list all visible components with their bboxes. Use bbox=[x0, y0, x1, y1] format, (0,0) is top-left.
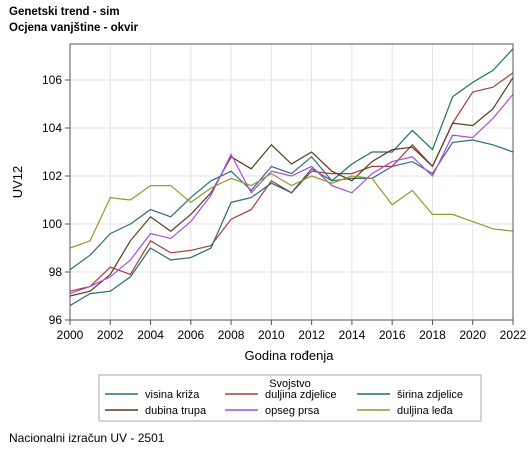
y-axis: 96 98 100 102 104 106 bbox=[42, 73, 70, 327]
x-tick-label: 2018 bbox=[419, 328, 446, 342]
legend-entry: opseg prsa bbox=[265, 405, 320, 417]
x-tick-label: 2002 bbox=[97, 328, 124, 342]
chart-title: Genetski trend - sim bbox=[9, 6, 120, 18]
series-line-4 bbox=[69, 77, 514, 297]
series-line-1 bbox=[69, 139, 514, 271]
x-tick-label: 2000 bbox=[57, 328, 84, 342]
legend-entry: dubina trupa bbox=[145, 405, 207, 417]
x-tick-label: 2010 bbox=[258, 328, 285, 342]
legend-entry: duljina leđa bbox=[397, 405, 454, 417]
chart-subtitle: Ocjena vanjštine - okvir bbox=[9, 22, 139, 34]
legend-entry: visina križa bbox=[145, 389, 200, 401]
x-tick-label: 2016 bbox=[379, 328, 406, 342]
legend: Svojstvo visina križa duljina zdjelice šir… bbox=[98, 374, 482, 422]
x-tick-label: 2008 bbox=[218, 328, 245, 342]
y-tick-label: 96 bbox=[49, 313, 63, 327]
legend-title: Svojstvo bbox=[269, 378, 311, 390]
y-axis-label: UV12 bbox=[10, 166, 25, 199]
y-tick-label: 106 bbox=[42, 73, 62, 87]
series-line-3 bbox=[69, 48, 514, 307]
series-lines bbox=[69, 48, 514, 307]
x-tick-label: 2022 bbox=[500, 328, 527, 342]
legend-box bbox=[98, 374, 482, 422]
x-tick-label: 2014 bbox=[339, 328, 366, 342]
series-line-6 bbox=[69, 172, 514, 249]
y-tick-label: 104 bbox=[42, 121, 62, 135]
y-tick-label: 100 bbox=[42, 217, 62, 231]
grid-lines bbox=[69, 44, 514, 321]
x-tick-label: 2020 bbox=[459, 328, 486, 342]
x-tick-label: 2004 bbox=[137, 328, 164, 342]
y-tick-label: 102 bbox=[42, 169, 62, 183]
x-axis-label: Godina rođenja bbox=[245, 348, 335, 363]
footnote: Nacionalni izračun UV - 2501 bbox=[9, 431, 165, 445]
plot-frame bbox=[69, 43, 514, 321]
legend-entry: duljina zdjelice bbox=[265, 389, 337, 401]
legend-entry: širina zdjelice bbox=[397, 389, 463, 401]
y-tick-label: 98 bbox=[49, 265, 63, 279]
x-axis: 2000 2002 2004 2006 2008 2010 2012 2014 2016 2018… bbox=[57, 320, 527, 342]
x-tick-label: 2006 bbox=[177, 328, 204, 342]
x-tick-label: 2012 bbox=[298, 328, 325, 342]
series-line-2 bbox=[69, 72, 514, 292]
series-line-5 bbox=[69, 94, 514, 295]
